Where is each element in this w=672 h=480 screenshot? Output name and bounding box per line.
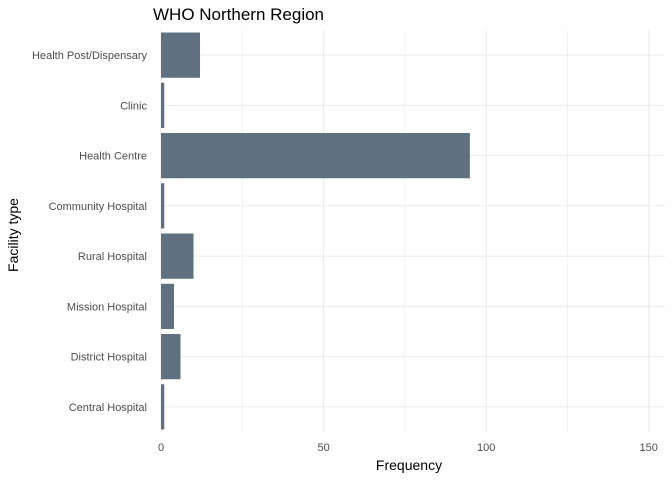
- bar-community-hospital: [161, 183, 165, 229]
- y-tick-label: Rural Hospital: [78, 251, 147, 263]
- y-tick-label: Community Hospital: [49, 201, 147, 213]
- y-tick-label: Mission Hospital: [67, 301, 147, 313]
- bar-health-post-dispensary: [161, 32, 201, 78]
- y-tick-label: Clinic: [120, 100, 147, 112]
- bar-central-hospital: [161, 384, 165, 430]
- y-tick-label: District Hospital: [71, 352, 147, 364]
- bar-rural-hospital: [161, 233, 194, 279]
- bars: [161, 32, 470, 430]
- bar-health-centre: [161, 133, 470, 179]
- bar-district-hospital: [161, 334, 181, 380]
- bar-clinic: [161, 82, 165, 128]
- bar-mission-hospital: [161, 283, 175, 329]
- y-tick-label: Health Centre: [79, 151, 147, 163]
- y-tick-label: Central Hospital: [69, 402, 147, 414]
- chart-title: WHO Northern Region: [153, 5, 324, 24]
- y-tick-labels: Central Hospital District Hospital Mission…: [32, 50, 147, 414]
- x-tick-label: 150: [640, 442, 658, 454]
- x-tick-label: 100: [477, 442, 495, 454]
- grid: [160, 30, 665, 432]
- x-axis-title: Frequency: [376, 457, 442, 473]
- x-tick-label: 0: [158, 442, 164, 454]
- y-axis-title: Facility type: [5, 198, 21, 272]
- x-tick-label: 50: [317, 442, 329, 454]
- x-tick-labels: 0 50 100 150: [158, 442, 658, 454]
- y-tick-label: Health Post/Dispensary: [32, 50, 147, 62]
